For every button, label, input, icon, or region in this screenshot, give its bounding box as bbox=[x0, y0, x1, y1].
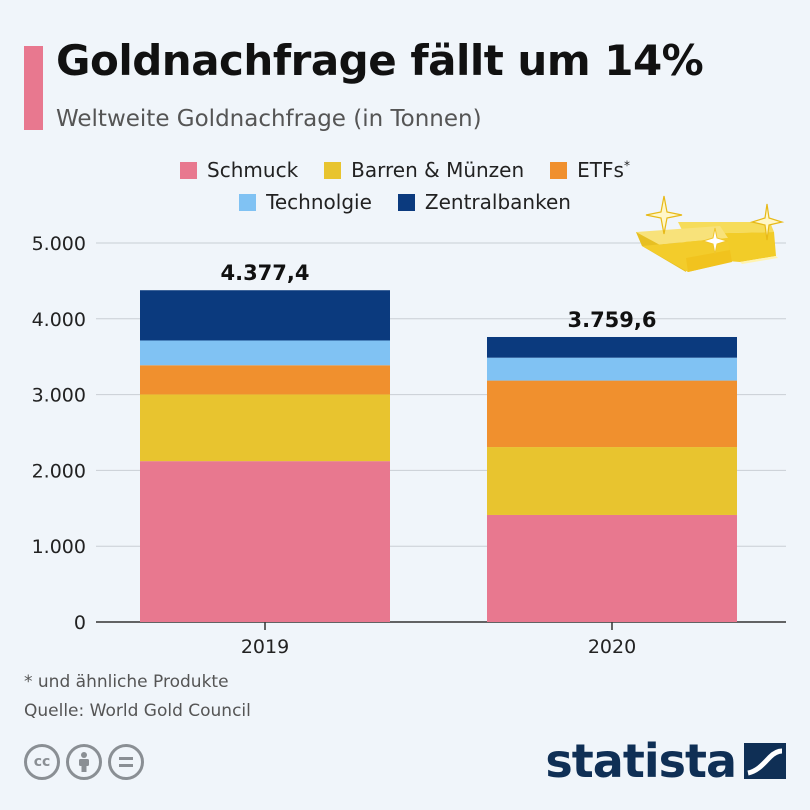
legend-item-schmuck: Schmuck bbox=[180, 158, 298, 182]
legend-label-etfs: ETFs* bbox=[577, 158, 630, 182]
license-icons: cc bbox=[24, 744, 144, 780]
chart-subtitle: Weltweite Goldnachfrage (in Tonnen) bbox=[56, 106, 482, 132]
y-tick-label: 5.000 bbox=[32, 233, 86, 255]
bar-segment bbox=[140, 340, 390, 366]
equals-glyph bbox=[119, 757, 133, 767]
y-tick-label: 2.000 bbox=[32, 460, 86, 482]
attribution-icon[interactable] bbox=[66, 744, 102, 780]
bar-segment bbox=[140, 290, 390, 341]
gold-bars-illustration bbox=[636, 195, 785, 272]
attribution-person-glyph bbox=[79, 752, 89, 772]
legend-swatch-zentralbanken bbox=[397, 193, 415, 211]
legend-label-barren: Barren & Münzen bbox=[351, 158, 525, 182]
legend-label-etfs-text: ETFs bbox=[577, 158, 624, 182]
y-tick-label: 1.000 bbox=[32, 536, 86, 558]
legend-item-etfs: ETFs* bbox=[550, 158, 630, 182]
bar-segment bbox=[140, 365, 390, 395]
legend-label-etfs-asterisk: * bbox=[623, 158, 630, 173]
x-tick-label: 2019 bbox=[241, 636, 289, 658]
legend-item-barren: Barren & Münzen bbox=[324, 158, 524, 182]
legend-swatch-etfs bbox=[550, 161, 568, 179]
legend-item-zentralbanken: Zentralbanken bbox=[397, 190, 571, 214]
x-tick-label: 2020 bbox=[588, 636, 636, 658]
title-accent-bar bbox=[24, 46, 43, 130]
legend-row-2: Technolgie Zentralbanken bbox=[0, 186, 810, 218]
legend-label-schmuck: Schmuck bbox=[207, 158, 299, 182]
statista-logo[interactable]: statista bbox=[545, 734, 786, 788]
legend-row-1: Schmuck Barren & Münzen ETFs* bbox=[0, 154, 810, 186]
statista-logo-icon bbox=[744, 743, 786, 779]
chart-labels: 0 1.000 2.000 3.000 4.000 5.000 4.377,4 2019 3.7… bbox=[32, 233, 657, 658]
legend-swatch-schmuck bbox=[180, 161, 198, 179]
statista-wordmark: statista bbox=[545, 734, 737, 788]
bar-segment bbox=[140, 394, 390, 462]
bar-segment bbox=[140, 461, 390, 622]
legend-label-technologie: Technolgie bbox=[266, 190, 372, 214]
legend-swatch-barren bbox=[324, 161, 342, 179]
total-label: 4.377,4 bbox=[220, 261, 309, 285]
total-label: 3.759,6 bbox=[567, 308, 656, 332]
footnote: * und ähnliche Produkte bbox=[24, 672, 229, 692]
legend: Schmuck Barren & Münzen ETFs* Technolgie… bbox=[0, 154, 810, 218]
bar-segment bbox=[487, 336, 737, 358]
bar-segment bbox=[487, 514, 737, 622]
y-tick-label: 3.000 bbox=[32, 385, 86, 407]
bar-segment bbox=[487, 447, 737, 515]
legend-swatch-technologie bbox=[239, 193, 257, 211]
bars bbox=[140, 290, 737, 622]
no-derivatives-icon[interactable] bbox=[108, 744, 144, 780]
bar-segment bbox=[487, 357, 737, 381]
legend-item-technologie: Technolgie bbox=[239, 190, 372, 214]
chart-title: Goldnachfrage fällt um 14% bbox=[56, 36, 704, 85]
legend-label-zentralbanken: Zentralbanken bbox=[424, 190, 571, 214]
y-tick-label: 0 bbox=[74, 612, 86, 634]
bar-segment bbox=[487, 380, 737, 448]
cc-icon[interactable]: cc bbox=[24, 744, 60, 780]
y-tick-label: 4.000 bbox=[32, 309, 86, 331]
source-note: Quelle: World Gold Council bbox=[24, 701, 251, 721]
